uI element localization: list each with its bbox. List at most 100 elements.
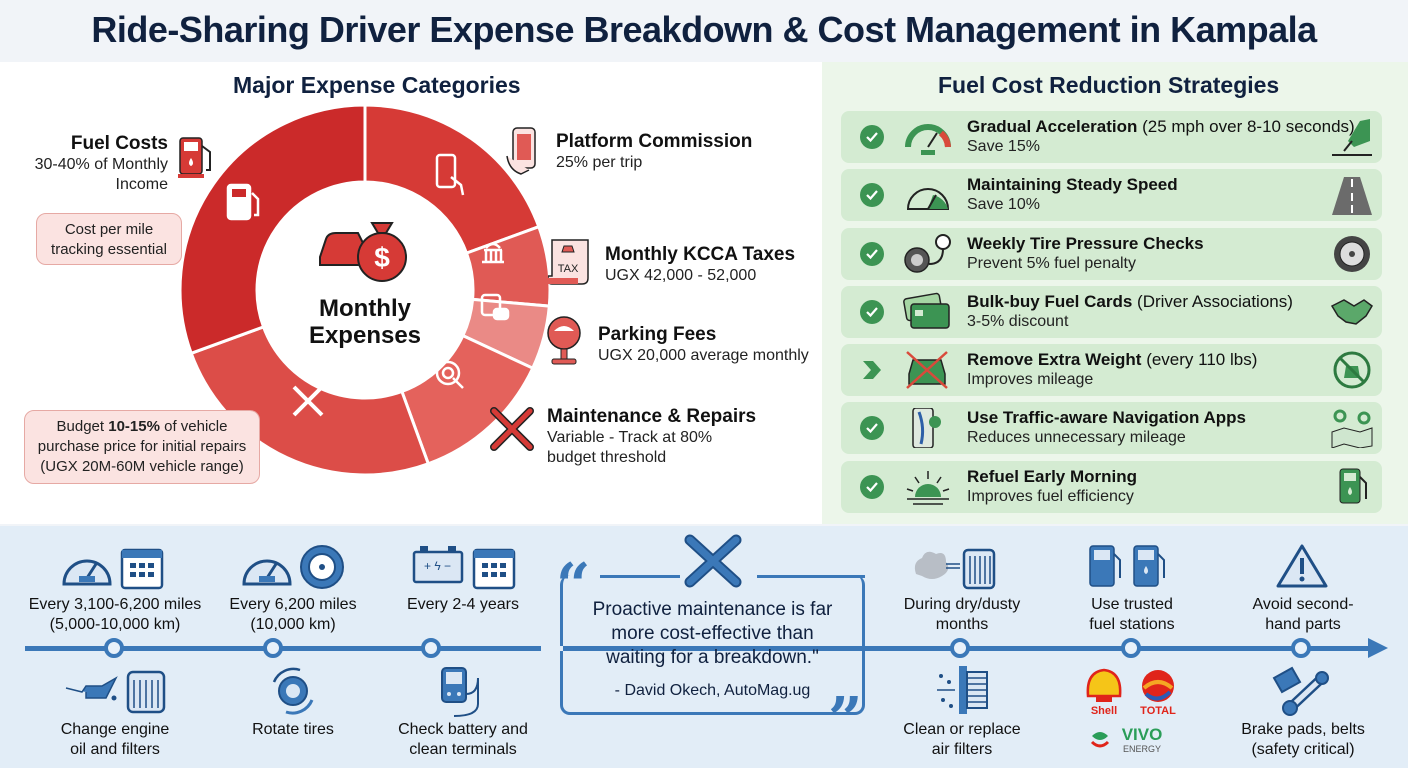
map-pins-icon — [1331, 409, 1373, 448]
strategy-row-extra-weight: Remove Extra Weight (every 110 lbs) Impr… — [841, 344, 1382, 396]
strategy-text: Maintaining Steady Speed Save 10% — [967, 175, 1178, 215]
timeline-node — [263, 638, 283, 658]
svg-text:TAX: TAX — [558, 263, 579, 275]
strategy-title-detail: (every 110 lbs) — [1141, 350, 1258, 369]
timeline-interval: Avoid second-hand parts — [1193, 595, 1408, 635]
strategy-title: Gradual Acceleration (25 mph over 8-10 s… — [967, 117, 1355, 137]
government-building-icon — [482, 242, 504, 264]
quote-text: Proactive maintenance is far more cost-e… — [560, 598, 865, 670]
svg-text:+ ϟ −: + ϟ − — [424, 559, 451, 573]
expense-name: Parking Fees — [598, 324, 717, 345]
expense-desc: budget threshold — [547, 449, 667, 466]
timeline-task: Change engine oil and filters — [5, 720, 225, 760]
strategy-text: Bulk-buy Fuel Cards (Driver Associations… — [967, 292, 1293, 332]
fuel-pumps-icon — [1089, 545, 1165, 587]
donut-center-label: Monthly Expenses — [290, 295, 440, 349]
timeline-interval: Every 2-4 years — [353, 595, 573, 615]
strategy-title: Bulk-buy Fuel Cards (Driver Associations… — [967, 292, 1293, 312]
strategies-section-title: Fuel Cost Reduction Strategies — [938, 72, 1280, 98]
strategy-benefit: Save 15% — [967, 138, 1040, 155]
callout-line: purchase price for initial repairs — [37, 438, 247, 455]
timeline-node — [950, 638, 970, 658]
shell-logo-icon: Shell — [1086, 668, 1122, 717]
task-line: clean terminals — [409, 741, 517, 758]
timeline-task: Check battery and clean terminals — [353, 720, 573, 760]
strategy-title: Maintaining Steady Speed — [967, 175, 1178, 195]
expense-name: Maintenance & Repairs — [547, 406, 757, 427]
car-money-bag-icon: $ — [319, 222, 407, 282]
expense-desc: UGX 42,000 - 52,000 — [605, 267, 757, 284]
total-logo-icon: TOTAL — [1140, 670, 1176, 717]
check-icon — [860, 416, 884, 440]
expense-parking: Parking Fees UGX 20,000 average monthly — [598, 324, 809, 366]
callout-text: of vehicle — [159, 418, 228, 435]
tax-bill-icon: TAX — [548, 239, 589, 285]
callout-line: Budget 10-15% of vehicle — [25, 417, 259, 437]
svg-text:ENERGY: ENERGY — [1123, 744, 1161, 754]
expense-name: Fuel Costs — [70, 133, 168, 154]
quote-line: waiting for a breakdown." — [606, 647, 819, 668]
quote-line: Proactive maintenance is far — [592, 599, 833, 620]
strategy-row-fuel-cards: Bulk-buy Fuel Cards (Driver Associations… — [841, 286, 1382, 338]
rotate-tire-icon — [272, 667, 314, 715]
strategy-title-bold: Use Traffic-aware Navigation Apps — [967, 408, 1247, 427]
expense-fuel: Fuel Costs 30-40% of Monthly Income — [20, 133, 168, 195]
interval-line: Every 3,100-6,200 miles — [28, 596, 202, 613]
timeline-arrow-icon — [1368, 638, 1388, 658]
interval-line: Every 2-4 years — [406, 596, 520, 613]
line-gap — [541, 646, 563, 651]
strategy-title: Refuel Early Morning — [967, 467, 1137, 487]
strategy-title-bold: Maintaining Steady Speed — [967, 175, 1178, 194]
strategy-title: Weekly Tire Pressure Checks — [967, 234, 1204, 254]
svg-text:$: $ — [374, 242, 390, 273]
strategy-benefit: Prevent 5% fuel penalty — [967, 255, 1136, 272]
interval-line: Avoid second- — [1252, 596, 1354, 613]
callout-line: tracking essential — [51, 241, 167, 258]
strategy-text: Remove Extra Weight (every 110 lbs) Impr… — [967, 350, 1257, 390]
center-label-line1: Monthly — [319, 295, 411, 322]
svg-text:VIVO: VIVO — [1122, 725, 1163, 744]
strategy-benefit: Reduces unnecessary mileage — [967, 429, 1186, 446]
strategy-title-bold: Bulk-buy Fuel Cards — [967, 292, 1133, 311]
expense-desc: 25% per trip — [556, 154, 643, 171]
parking-icon — [480, 293, 510, 321]
strategy-title: Remove Extra Weight (every 110 lbs) — [967, 350, 1257, 370]
interval-line: (5,000-10,000 km) — [49, 616, 181, 633]
air-filter-icon — [937, 666, 988, 714]
sunrise-icon — [906, 471, 950, 505]
donut-segment-fuel — [180, 105, 367, 356]
wrenches-icon — [292, 385, 324, 417]
phone-ride-app-icon — [506, 127, 536, 175]
fuel-card-icon — [903, 292, 950, 329]
strategy-row-navigation: Use Traffic-aware Navigation Apps Reduce… — [841, 402, 1382, 454]
strategy-text: Gradual Acceleration (25 mph over 8-10 s… — [967, 117, 1355, 157]
interval-line: fuel stations — [1089, 616, 1175, 633]
strategy-benefit: Improves mileage — [967, 371, 1094, 388]
strategy-title: Use Traffic-aware Navigation Apps — [967, 408, 1246, 428]
task-line: oil and filters — [70, 741, 160, 758]
handshake-icon — [1330, 299, 1373, 325]
expense-maintenance: Maintenance & Repairs Variable - Track a… — [547, 406, 756, 468]
svg-text:Shell: Shell — [1091, 705, 1117, 717]
wheel-icon — [1334, 236, 1370, 272]
fuel-pump-icon — [1339, 468, 1367, 504]
tire-gauge-icon — [904, 234, 951, 273]
vivo-energy-logo-icon: VIVO ENERGY — [1090, 725, 1163, 754]
task-line: Check battery and — [398, 721, 528, 738]
gear-search-icon — [435, 360, 464, 389]
strategy-title-detail: (25 mph over 8-10 seconds) — [1137, 117, 1355, 136]
timeline-task: Brake pads, belts (safety critical) — [1193, 720, 1408, 760]
task-line: Clean or replace — [903, 721, 1021, 738]
strategy-text: Use Traffic-aware Navigation Apps Reduce… — [967, 408, 1246, 448]
expense-desc: UGX 20,000 average monthly — [598, 347, 809, 364]
expense-section-title: Major Expense Categories — [233, 72, 521, 98]
check-icon — [860, 242, 884, 266]
timeline-node — [421, 638, 441, 658]
task-line: (safety critical) — [1251, 741, 1355, 758]
callout-highlight: 10-15% — [108, 418, 160, 435]
parking-meter-icon — [547, 316, 581, 365]
strategy-row-refuel-morning: Refuel Early Morning Improves fuel effic… — [841, 461, 1382, 513]
expense-desc: Variable - Track at 80% — [547, 429, 713, 446]
task-line: Brake pads, belts — [1241, 721, 1365, 738]
timeline-node — [104, 638, 124, 658]
